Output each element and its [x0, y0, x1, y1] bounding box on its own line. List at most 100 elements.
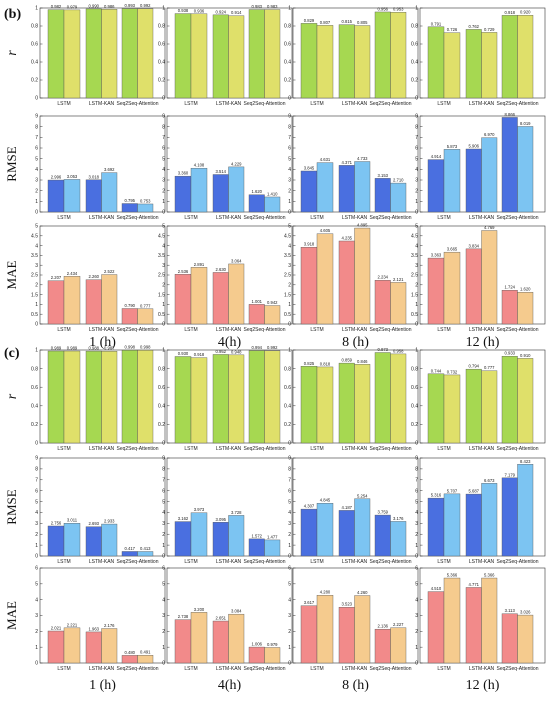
y-tick-label: 1 — [288, 348, 291, 354]
data-label: 0.829 — [304, 18, 315, 23]
bar-lstm-a — [174, 521, 192, 557]
data-label: 3.845 — [304, 165, 315, 170]
y-tick-label: 3 — [288, 521, 291, 527]
y-axis-label: MAE — [4, 601, 19, 630]
data-label: 3.728 — [231, 510, 242, 515]
horizon-label: 12 (h) — [466, 335, 500, 350]
category-label: Seq2Seq-Attention — [370, 666, 412, 672]
data-label: 1.572 — [252, 533, 263, 538]
y-tick-label: 1 — [415, 348, 418, 354]
category-label: LSTM — [184, 101, 197, 107]
bar-seq2seq-attention-b — [137, 8, 154, 99]
category-label: Seq2Seq-Attention — [244, 215, 286, 221]
category-label: LSTM-KAN — [469, 559, 495, 565]
data-label: 0.790 — [125, 303, 136, 308]
bar-lstm-kan-a — [212, 620, 229, 664]
data-label: 3.053 — [67, 174, 78, 179]
y-tick-label: 1 — [162, 302, 165, 308]
y-tick-label: 5 — [288, 156, 291, 162]
data-label: 0.744 — [431, 368, 442, 373]
category-label: LSTM-KAN — [216, 215, 242, 221]
data-label: 2.207 — [51, 275, 62, 280]
bar-lstm-a — [427, 497, 445, 557]
bar-lstm-a — [47, 350, 65, 444]
bar-lstm-b — [190, 512, 208, 557]
y-tick-label: 1 — [415, 6, 418, 12]
bar-lstm-a — [47, 179, 65, 213]
y-tick-label: 7 — [162, 477, 165, 483]
data-label: 3.162 — [178, 516, 189, 521]
y-tick-label: 1.5 — [411, 292, 418, 298]
y-tick-label: 0.6 — [158, 385, 165, 391]
y-tick-label: 3 — [288, 178, 291, 184]
category-label: LSTM — [437, 666, 450, 672]
bar-seq2seq-attention-a — [374, 628, 391, 664]
y-tick-label: 2 — [288, 629, 291, 635]
bar-seq2seq-attention-a — [374, 11, 391, 99]
data-label: 4.280 — [320, 590, 331, 595]
y-tick-label: 7 — [162, 135, 165, 141]
data-label: 2.693 — [89, 521, 100, 526]
bar-lstm-kan-b — [481, 32, 498, 99]
data-label: 4.605 — [320, 228, 331, 233]
data-label: 1.410 — [267, 191, 278, 196]
bar-lstm-kan-b — [101, 172, 118, 213]
data-label: 5.254 — [357, 493, 368, 498]
category-label: LSTM — [184, 666, 197, 672]
category-label: LSTM — [57, 446, 70, 452]
data-label: 2.522 — [104, 269, 115, 274]
y-tick-label: 1 — [415, 543, 418, 549]
category-label: LSTM-KAN — [89, 327, 115, 333]
y-tick-label: 0.8 — [158, 24, 165, 30]
data-label: 0.918 — [194, 352, 205, 357]
y-tick-label: 7 — [415, 477, 418, 483]
category-label: LSTM — [310, 215, 323, 221]
category-label: LSTM-KAN — [216, 101, 242, 107]
data-label: 2.176 — [104, 623, 115, 628]
bar-lstm-kan-a — [338, 607, 355, 664]
y-tick-label: 2.5 — [284, 273, 291, 279]
bar-lstm-a — [174, 619, 192, 664]
y-tick-label: 1.5 — [31, 292, 38, 298]
y-tick-label: 7 — [35, 135, 38, 141]
bar-lstm-kan-a — [338, 362, 355, 444]
y-tick-label: 1 — [35, 6, 38, 12]
category-label: Seq2Seq-Attention — [370, 101, 412, 107]
y-tick-label: 3 — [162, 263, 165, 269]
y-tick-label: 0 — [35, 322, 38, 328]
data-label: 3.200 — [194, 607, 205, 612]
category-label: LSTM-KAN — [342, 559, 368, 565]
category-label: LSTM — [184, 446, 197, 452]
data-label: 3.523 — [342, 602, 353, 607]
data-label: 2.756 — [51, 520, 62, 525]
data-label: 0.986 — [104, 4, 115, 9]
y-tick-label: 0 — [288, 210, 291, 216]
bar-lstm-a — [427, 373, 445, 444]
bar-lstm-a — [427, 159, 445, 213]
data-label: 3.759 — [378, 510, 389, 515]
y-tick-label: 1 — [288, 645, 291, 651]
data-label: 4.510 — [431, 586, 442, 591]
category-label: LSTM — [437, 101, 450, 107]
category-label: Seq2Seq-Attention — [370, 559, 412, 565]
y-tick-label: 3 — [288, 613, 291, 619]
y-tick-label: 0.2 — [31, 78, 38, 84]
bar-lstm-kan-b — [228, 354, 245, 444]
y-tick-label: 0.8 — [31, 24, 38, 30]
y-tick-label: 0 — [35, 661, 38, 667]
y-tick-label: 4 — [415, 597, 418, 603]
bar-seq2seq-attention-a — [248, 646, 265, 664]
data-label: 0.998 — [125, 345, 136, 350]
category-label: LSTM — [310, 559, 323, 565]
y-tick-label: 0 — [162, 441, 165, 447]
horizon-label: 8 (h) — [342, 678, 369, 693]
y-tick-label: 4 — [35, 243, 38, 249]
category-label: LSTM — [57, 215, 70, 221]
category-label: LSTM-KAN — [89, 101, 115, 107]
y-tick-label: 9 — [35, 456, 38, 462]
category-label: LSTM-KAN — [216, 666, 242, 672]
data-label: 0.953 — [393, 7, 404, 12]
bar-seq2seq-attention-b — [137, 655, 154, 664]
y-tick-label: 0 — [415, 210, 418, 216]
y-tick-label: 0.2 — [158, 78, 165, 84]
